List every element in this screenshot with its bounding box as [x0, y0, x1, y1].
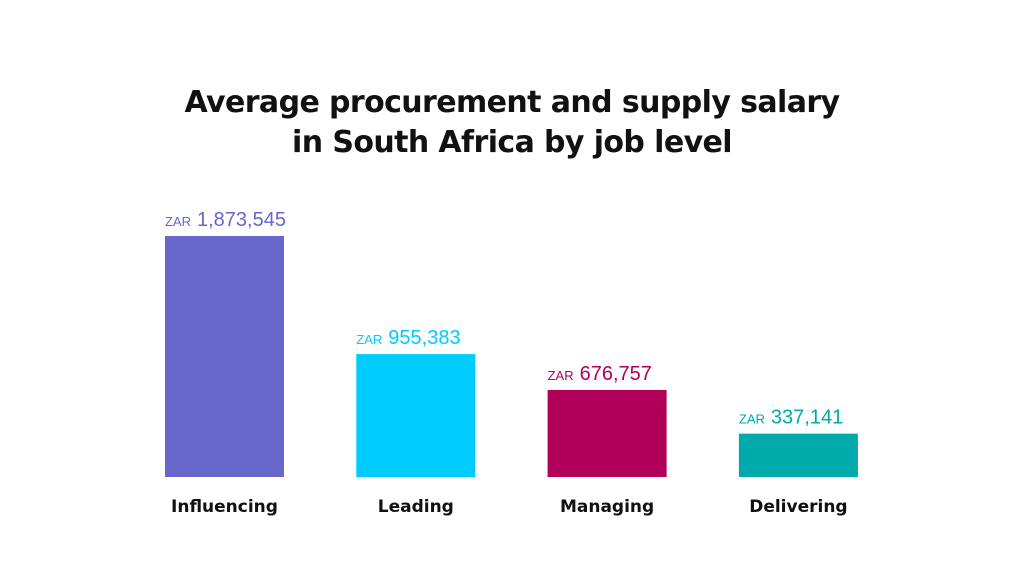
bar-influencing — [165, 236, 284, 477]
value-number: 1,873,545 — [197, 209, 286, 231]
bar-managing — [547, 389, 667, 477]
chart-title-line-2: in South Africa by job level — [292, 125, 733, 160]
category-label-influencing: Influencing — [171, 497, 278, 517]
bar-leading — [356, 354, 476, 477]
bar-delivering — [738, 433, 858, 477]
data-label-delivering: ZAR 337,141 — [739, 407, 843, 429]
value-number: 955,383 — [388, 327, 460, 349]
value-number: 676,757 — [580, 363, 652, 385]
data-label-influencing: ZAR 1,873,545 — [165, 209, 286, 231]
chart-title-line-1: Average procurement and supply salary — [184, 85, 840, 120]
category-label-managing: Managing — [560, 497, 654, 517]
value-number: 337,141 — [771, 407, 843, 429]
category-label-leading: Leading — [378, 497, 454, 517]
currency-prefix: ZAR — [165, 214, 191, 229]
data-label-managing: ZAR 676,757 — [548, 363, 652, 385]
currency-prefix: ZAR — [739, 412, 765, 427]
currency-prefix: ZAR — [356, 332, 382, 347]
data-label-leading: ZAR 955,383 — [356, 327, 460, 349]
category-label-delivering: Delivering — [749, 497, 847, 517]
currency-prefix: ZAR — [548, 368, 574, 383]
